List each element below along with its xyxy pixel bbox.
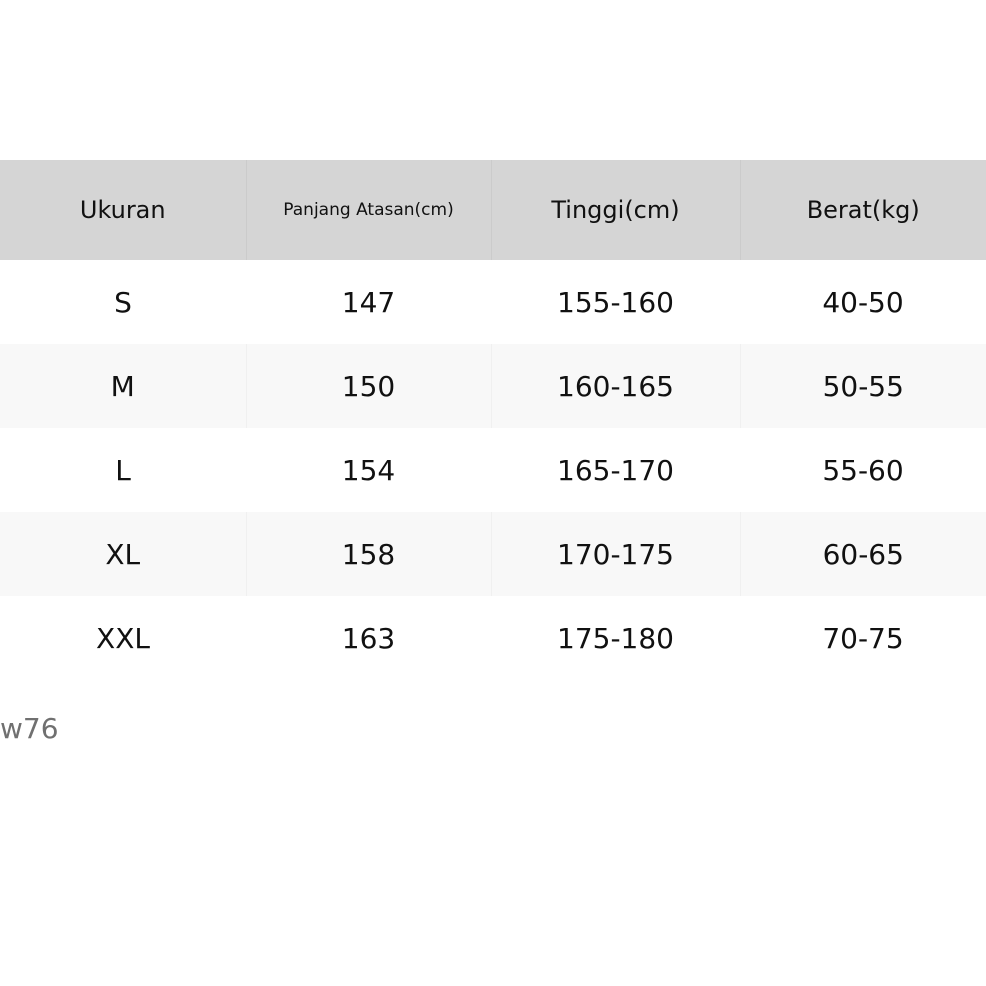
header-size: Ukuran — [0, 160, 247, 260]
cell-top-length: 158 — [246, 512, 492, 596]
cell-height: 160-165 — [491, 344, 741, 428]
cell-top-length: 147 — [341, 285, 396, 319]
cell-size: S — [114, 285, 132, 319]
header-top-length: Panjang Atasan(cm) — [246, 160, 492, 260]
cell-size: M — [0, 344, 247, 428]
table-row: L 154 165-170 55-60 — [0, 428, 986, 512]
cell-size: L — [115, 453, 131, 487]
product-code: w76 — [0, 712, 59, 745]
header-height: Tinggi(cm) — [491, 160, 741, 260]
cell-top-length: 150 — [246, 344, 492, 428]
cell-weight: 55-60 — [822, 453, 904, 487]
table-row: XL 158 170-175 60-65 — [0, 512, 986, 596]
cell-size: XXL — [96, 621, 150, 655]
size-chart-table: Ukuran Panjang Atasan(cm) Tinggi(cm) Ber… — [0, 160, 986, 680]
header-weight: Berat(kg) — [740, 160, 986, 260]
table-row: XXL 163 175-180 70-75 — [0, 596, 986, 680]
cell-weight: 40-50 — [822, 285, 904, 319]
cell-height: 170-175 — [491, 512, 741, 596]
cell-size: XL — [0, 512, 247, 596]
cell-height: 155-160 — [557, 285, 674, 319]
cell-top-length: 163 — [341, 621, 396, 655]
table-row: M 150 160-165 50-55 — [0, 344, 986, 428]
cell-height: 175-180 — [557, 621, 674, 655]
cell-weight: 50-55 — [740, 344, 986, 428]
cell-top-length: 154 — [341, 453, 396, 487]
table-row: S 147 155-160 40-50 — [0, 260, 986, 344]
cell-weight: 60-65 — [740, 512, 986, 596]
cell-height: 165-170 — [557, 453, 674, 487]
table-header-row: Ukuran Panjang Atasan(cm) Tinggi(cm) Ber… — [0, 160, 986, 260]
cell-weight: 70-75 — [822, 621, 904, 655]
